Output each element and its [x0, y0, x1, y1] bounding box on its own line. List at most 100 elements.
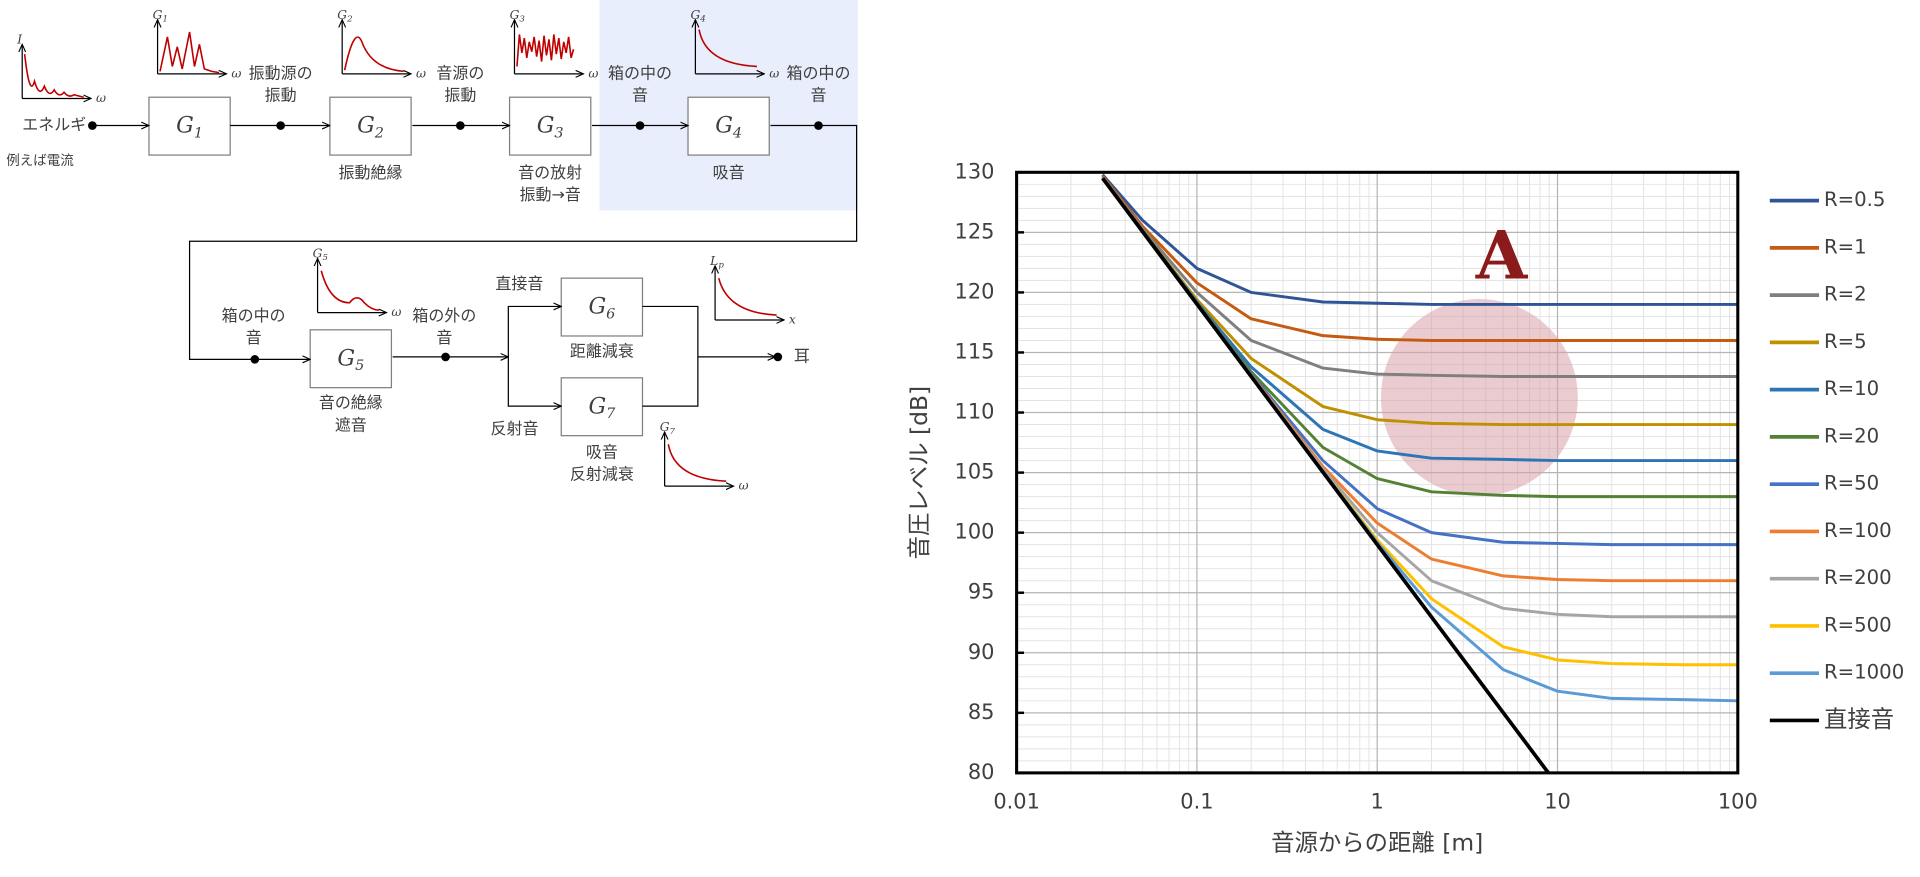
symbol-letter: G: [588, 294, 606, 320]
legend-label: 直接音: [1824, 705, 1894, 733]
label: 箱の中の: [222, 306, 286, 325]
junction: [814, 121, 823, 130]
mini-x-label: ω: [416, 66, 426, 80]
mini-y-sub: 7: [670, 426, 676, 436]
junction: [456, 121, 465, 130]
connector: [507, 306, 561, 357]
symbol: G4: [715, 113, 742, 142]
symbol: G5: [337, 345, 364, 374]
mini-plot: Iω: [16, 32, 106, 105]
mini-y-letter: G: [337, 7, 347, 21]
label: 耳: [794, 346, 810, 365]
legend-label: R=10: [1824, 377, 1879, 400]
label: 振動絶縁: [339, 163, 403, 182]
mini-y-letter: G: [313, 246, 323, 260]
mini-y-letter: L: [709, 253, 718, 267]
label: 音源の: [436, 63, 484, 82]
mini-y-letter: G: [510, 7, 520, 21]
legend-label: R=500: [1824, 613, 1892, 636]
label: 反射音: [491, 419, 539, 438]
label: 音: [632, 85, 648, 104]
symbol-letter: G: [337, 345, 355, 371]
junction: [276, 121, 285, 130]
mini-y-label: G4: [690, 7, 705, 24]
symbol-letter: G: [176, 113, 194, 139]
mini-y-sub: 4: [699, 14, 705, 24]
legend-label: R=5: [1824, 330, 1867, 353]
mini-x-label: ω: [588, 66, 598, 80]
symbol-sub: 5: [355, 358, 364, 374]
y-tick-label: 90: [968, 640, 995, 664]
y-tick-label: 95: [968, 580, 995, 604]
block-diagram: G1 G2振動絶縁G3音の放射振動→音G4吸音G5音の絶縁遮音G6距離減衰G7吸音…: [6, 7, 858, 493]
x-tick-label: 100: [1718, 789, 1758, 813]
symbol: G7: [588, 393, 616, 422]
series-line: [1101, 177, 1550, 774]
x-tick-label: 0.1: [1180, 789, 1213, 813]
label: 反射減衰: [570, 465, 634, 484]
junction: [635, 121, 645, 130]
symbol-sub: 6: [606, 306, 615, 322]
symbol: G6: [588, 294, 615, 323]
mini-y-sub: p: [718, 260, 724, 270]
label: 音の放射: [518, 163, 582, 182]
symbol: G3: [537, 113, 564, 142]
junction: [250, 355, 260, 364]
mini-plot: G5 ω: [313, 246, 402, 319]
mini-plot: G7 ω: [660, 420, 749, 493]
mini-curve: [159, 31, 220, 74]
label: 箱の中の: [787, 63, 851, 82]
series-line: [1101, 173, 1738, 306]
mini-curve: [667, 444, 727, 483]
mini-y-sub: 5: [322, 253, 327, 263]
connector: [188, 124, 858, 360]
legend-label: R=1: [1824, 235, 1867, 258]
legend-label: R=50: [1824, 472, 1879, 495]
label: 吸音: [586, 442, 618, 461]
legend-label: R=20: [1824, 424, 1879, 447]
mini-plot: G3 ω: [510, 7, 599, 80]
legend-label: R=0.5: [1824, 188, 1886, 211]
mini-y-label: G2: [337, 7, 352, 24]
junction: [773, 352, 783, 362]
y-tick-label: 110: [955, 400, 995, 424]
junction: [441, 352, 450, 362]
symbol-sub: 4: [732, 125, 742, 141]
label: 音の絶縁: [319, 393, 383, 412]
symbol-letter: G: [357, 113, 375, 139]
connector: [507, 356, 561, 406]
mini-y-label: I: [16, 32, 23, 46]
mini-curve: [516, 34, 575, 67]
label: 音: [810, 85, 826, 104]
annotation: A: [1475, 216, 1529, 294]
label: 箱の中の: [608, 63, 672, 82]
symbol-sub: 2: [374, 125, 384, 141]
mini-curve: [718, 277, 777, 316]
connector: [642, 305, 699, 407]
mini-curve: [23, 54, 84, 99]
mini-curve: [343, 36, 404, 73]
mini-y-label: Lp: [709, 253, 724, 270]
symbol-letter: G: [588, 393, 606, 419]
label: エネルギ: [22, 115, 86, 134]
symbol: G2: [357, 113, 384, 142]
label: 振動: [265, 85, 297, 104]
y-axis-title: 音圧レベル [dB]: [905, 386, 933, 559]
mini-y-sub: 1: [162, 14, 167, 24]
y-tick-label: 115: [955, 339, 995, 363]
mini-x-label: ω: [391, 305, 401, 319]
y-tick-label: 120: [955, 279, 995, 303]
mini-y-sub: 3: [519, 14, 525, 24]
y-tick-label: 80: [968, 760, 995, 784]
y-tick-label: 85: [968, 700, 995, 724]
label: 例えば電流: [6, 153, 74, 169]
legend-label: R=100: [1824, 519, 1892, 542]
y-tick-label: 105: [955, 460, 995, 484]
label: 振動: [444, 85, 476, 104]
label: 直接音: [495, 274, 543, 293]
mini-y-label: G3: [510, 7, 526, 24]
symbol-sub: 7: [606, 406, 616, 422]
label: 音: [246, 328, 262, 347]
y-tick-label: 130: [955, 159, 995, 183]
mini-x-label: ω: [769, 66, 779, 80]
